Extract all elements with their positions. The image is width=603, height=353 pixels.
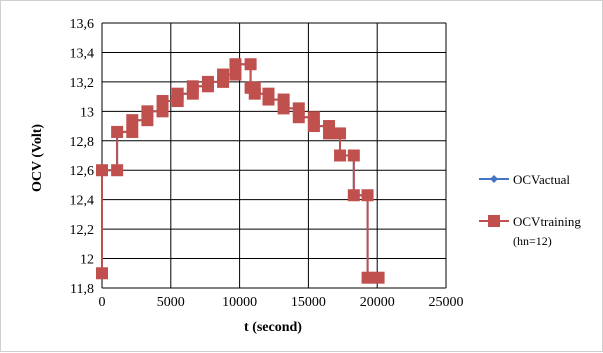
data-point (372, 271, 385, 284)
legend-swatch-marker (490, 175, 498, 183)
series-group (96, 58, 385, 284)
y-tick-label: 13,6 (70, 17, 95, 32)
data-point (201, 75, 214, 88)
legend-label: OCVactual (513, 172, 570, 187)
data-point (111, 164, 124, 177)
x-tick-label: 25000 (429, 295, 464, 310)
y-tick-label: 13,4 (70, 46, 95, 61)
data-point (307, 120, 320, 133)
y-tick-label: 13 (80, 105, 94, 120)
legend-swatch-marker (488, 215, 500, 227)
data-point (217, 68, 230, 81)
data-point (248, 87, 261, 100)
data-point (229, 68, 242, 81)
x-tick-label: 10000 (222, 295, 257, 310)
legend-label-extra: (hn=12) (513, 234, 552, 248)
y-tick-label: 12,8 (70, 135, 95, 150)
y-tick-label: 12,6 (70, 164, 95, 179)
x-tick-label: 5000 (157, 295, 185, 310)
legend-label: OCVtraining (513, 214, 581, 229)
grid-lines (101, 22, 447, 289)
data-point (186, 80, 199, 93)
data-point (334, 127, 347, 140)
data-point (141, 105, 154, 118)
data-point (323, 127, 336, 140)
y-tick-label: 13,2 (70, 76, 95, 91)
x-tick-label: 15000 (291, 295, 326, 310)
data-point (229, 58, 242, 71)
x-tick-label: 20000 (360, 295, 395, 310)
data-point (96, 164, 108, 177)
data-point (156, 95, 169, 108)
y-tick-label: 12,4 (70, 194, 95, 209)
data-point (171, 87, 184, 100)
series-line-1 (101, 63, 379, 279)
data-point (361, 189, 374, 202)
series-line-2 (101, 63, 379, 279)
data-point (126, 114, 139, 127)
y-axis-title: OCV (Volt) (30, 124, 45, 192)
y-tick-label: 12 (80, 253, 94, 268)
data-point (96, 267, 108, 280)
data-point (334, 149, 347, 162)
x-axis-title: t (second) (244, 320, 302, 335)
y-tick-label: 12,2 (70, 223, 95, 238)
data-point (244, 58, 257, 71)
data-point (347, 149, 360, 162)
x-tick-labels: 0 5000 10000 15000 20000 25000 (99, 295, 464, 310)
x-tick-label: 0 (99, 295, 106, 310)
data-point (347, 189, 360, 202)
legend: OCVactual OCVtraining (hn=12) (479, 172, 581, 248)
data-point (262, 93, 275, 106)
data-point (156, 105, 169, 118)
y-tick-label: 11,8 (70, 282, 94, 297)
data-point (126, 125, 139, 138)
data-point (292, 111, 305, 124)
data-point (361, 271, 374, 284)
data-point (111, 125, 124, 138)
y-tick-labels: 11,8 12 12,2 12,4 12,6 12,8 13 13,2 13,4 13,6 (70, 17, 95, 297)
data-point (277, 102, 290, 115)
